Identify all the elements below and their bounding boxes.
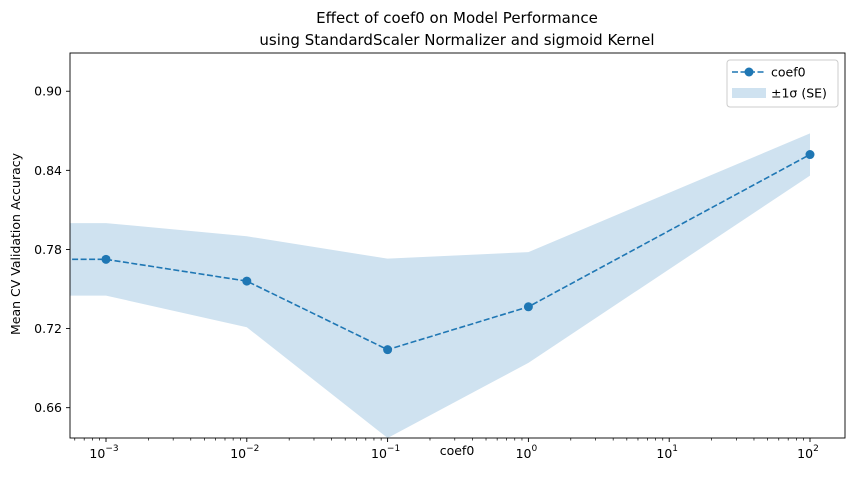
plot-frame [69, 52, 846, 439]
data-point [523, 302, 533, 312]
chart-title-line2: using StandardScaler Normalizer and sigm… [259, 31, 654, 49]
axes-layer [69, 52, 846, 439]
x-tick-label: 101 [656, 444, 678, 461]
data-point [805, 150, 815, 160]
error-band-layer [70, 133, 810, 438]
data-point [101, 254, 111, 264]
x-tick-label: 10−3 [89, 444, 118, 461]
x-tick-label: 102 [797, 444, 819, 461]
x-tick-label: 100 [516, 444, 538, 461]
series-line-coef0 [70, 153, 811, 351]
y-tick-label: 0.84 [34, 163, 62, 178]
y-tick-label: 0.72 [34, 321, 62, 336]
data-point [383, 345, 393, 355]
x-axis-label: coef0 [440, 443, 475, 458]
chart-title-line1: Effect of coef0 on Model Performance [316, 9, 598, 27]
legend-band-swatch [732, 88, 766, 98]
y-tick-label: 0.66 [34, 400, 62, 415]
legend-band-label: ±1σ (SE) [771, 86, 827, 101]
error-band [70, 133, 810, 438]
x-tick-label: 10−1 [371, 444, 400, 461]
legend-line-label: coef0 [771, 65, 806, 80]
legend-marker-swatch [744, 67, 754, 77]
legend: coef0 ±1σ (SE) [726, 59, 839, 108]
y-tick-label: 0.78 [34, 242, 62, 257]
data-point [242, 276, 252, 286]
series-line-layer [70, 153, 811, 351]
y-tick-label: 0.90 [34, 84, 62, 99]
x-tick-label: 10−2 [230, 444, 259, 461]
marker-layer [101, 150, 815, 355]
y-axis-label: Mean CV Validation Accuracy [8, 152, 23, 335]
tick-layer: 0.66 0.72 0.78 0.84 0.90 10−3 10−2 10−1 100 101 10… [34, 84, 819, 461]
